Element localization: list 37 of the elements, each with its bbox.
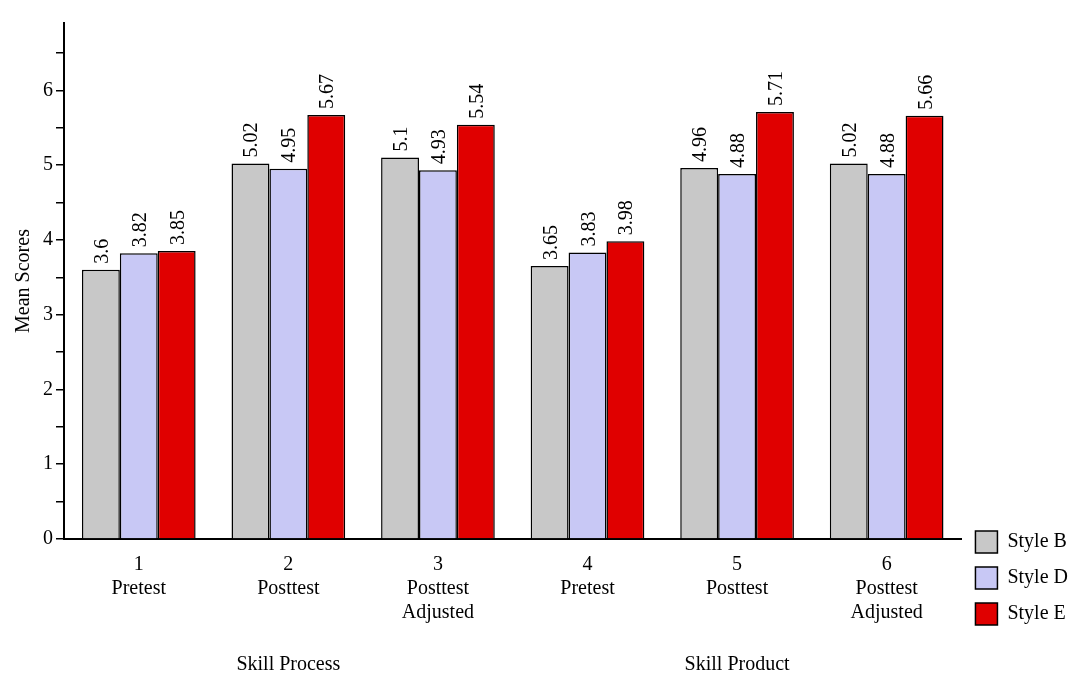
data-label: 5.1	[389, 126, 412, 152]
x-tick-label: 3 Posttest Adjusted	[401, 552, 475, 624]
legend-label: Style B	[1007, 529, 1067, 553]
x-tick-label: 2 Posttest	[257, 552, 320, 599]
legend-label: Style E	[1007, 601, 1066, 625]
data-label: 5.54	[464, 83, 487, 119]
data-label: 5.67	[315, 73, 338, 109]
data-label: 3.6	[89, 238, 112, 264]
y-tick-label: 5	[43, 152, 53, 175]
data-label: 3.65	[538, 225, 561, 261]
y-tick-label: 6	[43, 77, 53, 100]
y-axis-title: Mean Scores	[11, 228, 34, 333]
y-tick-label: 3	[43, 301, 53, 324]
x-tick-label: 1 Pretest	[111, 552, 167, 599]
data-label: 4.93	[426, 129, 449, 165]
data-label: 5.66	[913, 74, 936, 110]
data-label: 5.02	[837, 122, 860, 158]
legend-label: Style D	[1007, 565, 1069, 589]
y-tick-label: 0	[43, 526, 53, 549]
data-label: 4.95	[277, 127, 300, 163]
data-label: 4.88	[726, 133, 749, 169]
x-tick-label: 6 Posttest Adjusted	[850, 552, 923, 624]
data-label: 3.98	[614, 200, 637, 236]
y-tick-label: 1	[43, 451, 53, 474]
text: Skill Product	[684, 652, 791, 674]
data-label: 4.96	[688, 127, 711, 163]
x-tick-label: 4 Pretest	[560, 552, 616, 599]
data-label: 3.85	[165, 210, 188, 246]
data-label: 5.02	[239, 122, 262, 158]
data-label: 4.88	[875, 133, 898, 169]
data-label: 3.82	[127, 212, 150, 248]
data-label: 3.83	[576, 211, 599, 247]
y-tick-label: 2	[43, 376, 53, 399]
text: Skill Process	[236, 652, 341, 674]
x-tick-label: 5 Posttest	[705, 552, 769, 599]
y-tick-label: 4	[43, 227, 53, 250]
data-label: 5.71	[763, 70, 786, 106]
